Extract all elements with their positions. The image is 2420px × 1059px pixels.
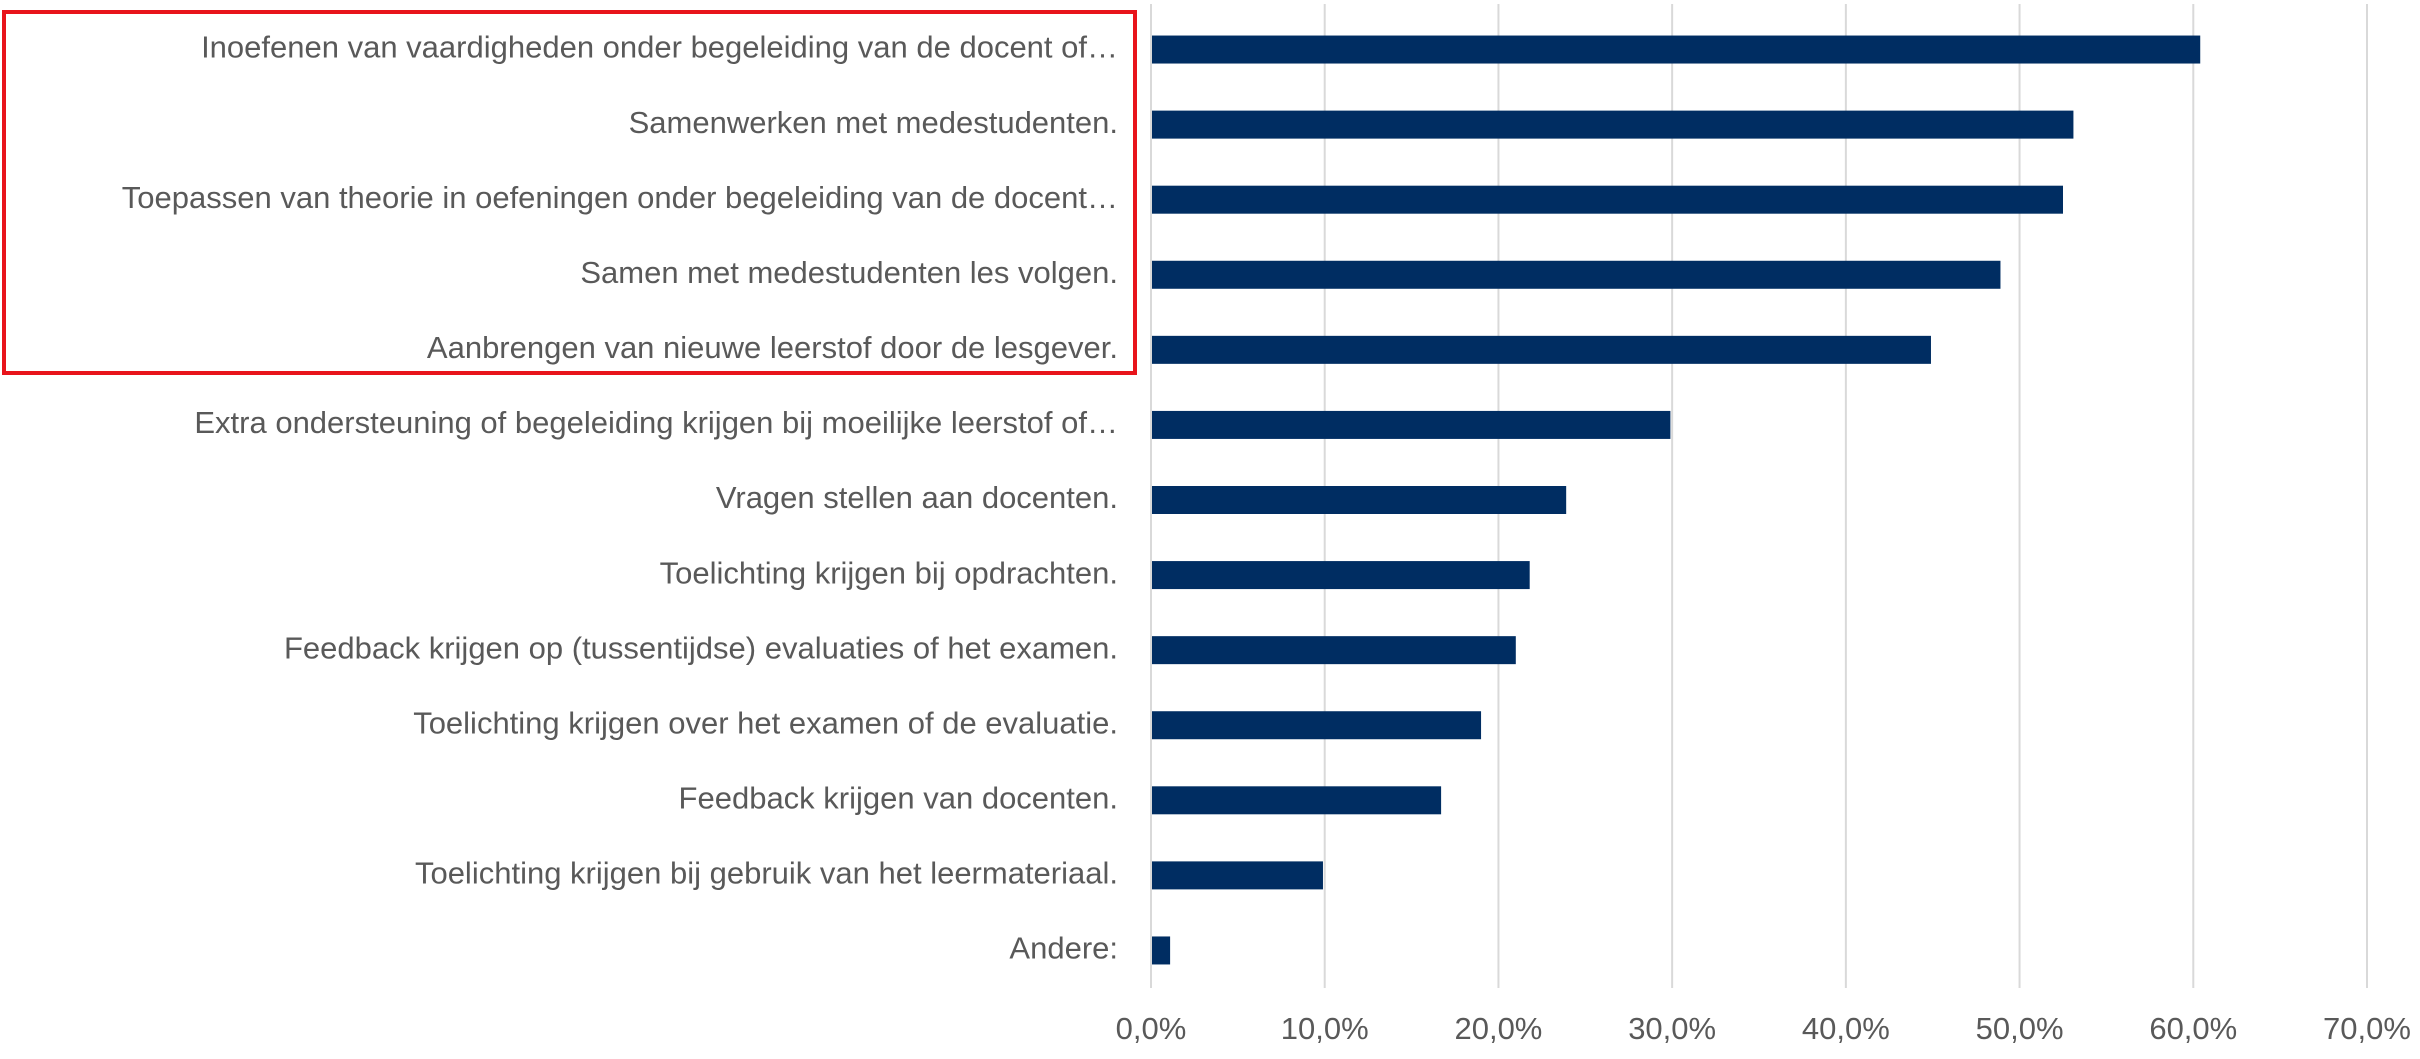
x-tick-label: 30,0% bbox=[1628, 1011, 1716, 1046]
bar bbox=[1151, 110, 2074, 139]
y-tick-label: Aanbrengen van nieuwe leerstof door de l… bbox=[427, 330, 1118, 365]
y-tick-label: Toepassen van theorie in oefeningen onde… bbox=[122, 180, 1118, 215]
y-tick-label: Extra ondersteuning of begeleiding krijg… bbox=[194, 405, 1118, 440]
x-tick-label: 20,0% bbox=[1454, 1011, 1542, 1046]
y-tick-label: Samenwerken met medestudenten. bbox=[629, 105, 1118, 140]
x-tick-label: 70,0% bbox=[2323, 1011, 2411, 1046]
bar bbox=[1151, 936, 1171, 965]
bar bbox=[1151, 260, 2001, 289]
x-tick-label: 10,0% bbox=[1281, 1011, 1369, 1046]
x-tick-label: 0,0% bbox=[1116, 1011, 1187, 1046]
y-tick-label: Toelichting krijgen bij opdrachten. bbox=[660, 555, 1118, 590]
x-tick-label: 60,0% bbox=[2149, 1011, 2237, 1046]
y-tick-label: Vragen stellen aan docenten. bbox=[716, 480, 1118, 515]
bar bbox=[1151, 486, 1567, 514]
y-tick-label: Toelichting krijgen over het examen of d… bbox=[413, 705, 1118, 740]
bar bbox=[1151, 185, 2063, 214]
y-tick-label: Inoefenen van vaardigheden onder begelei… bbox=[201, 30, 1118, 65]
bar bbox=[1151, 335, 1931, 364]
bar bbox=[1151, 561, 1530, 590]
bar bbox=[1151, 35, 2201, 64]
x-tick-label: 50,0% bbox=[1976, 1011, 2064, 1046]
y-tick-label: Andere: bbox=[1009, 931, 1118, 966]
bar bbox=[1151, 711, 1482, 740]
bar bbox=[1151, 410, 1671, 439]
y-tick-label: Samen met medestudenten les volgen. bbox=[580, 255, 1118, 290]
y-tick-label: Toelichting krijgen bij gebruik van het … bbox=[415, 856, 1118, 891]
bar bbox=[1151, 636, 1516, 665]
y-tick-label: Feedback krijgen op (tussentijdse) evalu… bbox=[284, 630, 1118, 665]
bar bbox=[1151, 861, 1323, 890]
y-tick-label: Feedback krijgen van docenten. bbox=[679, 780, 1118, 815]
highlight-box bbox=[2, 10, 1137, 375]
x-tick-label: 40,0% bbox=[1802, 1011, 1890, 1046]
bar bbox=[1151, 786, 1442, 815]
